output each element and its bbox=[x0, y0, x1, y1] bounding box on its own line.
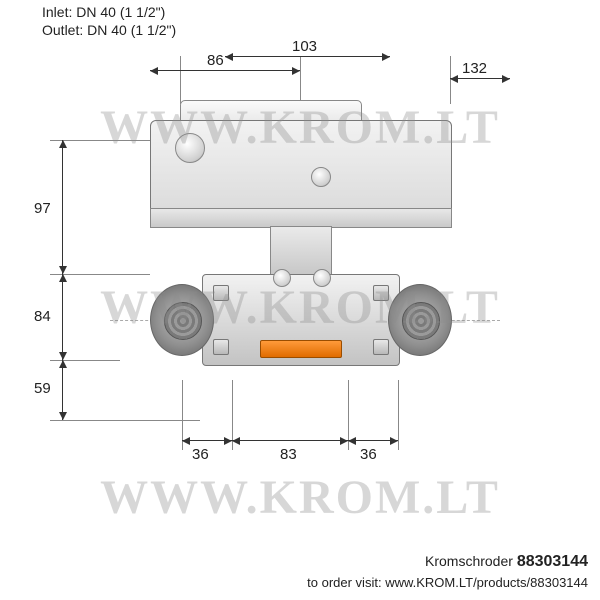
order-prefix: to order visit: bbox=[307, 575, 381, 590]
dim-left-59: 59 bbox=[32, 380, 53, 397]
dim-arrow bbox=[232, 440, 348, 441]
dim-arrow bbox=[182, 440, 232, 441]
outlet-port bbox=[388, 284, 452, 356]
spec-block: Inlet: DN 40 (1 1/2") Outlet: DN 40 (1 1… bbox=[42, 4, 176, 39]
product-drawing bbox=[120, 90, 480, 450]
dim-arrow bbox=[62, 360, 63, 420]
actuator-dial-icon bbox=[175, 133, 205, 163]
dim-left-97: 97 bbox=[32, 200, 53, 217]
thread-icon bbox=[402, 302, 440, 340]
outlet-label: Outlet: bbox=[42, 22, 83, 38]
dim-top-103: 103 bbox=[290, 38, 319, 55]
dim-top-86: 86 bbox=[205, 52, 226, 69]
part-number: 88303144 bbox=[517, 553, 588, 570]
dim-left-84: 84 bbox=[32, 308, 53, 325]
actuator-screw-icon bbox=[311, 167, 331, 187]
dim-bottom-83: 83 bbox=[278, 446, 299, 463]
watermark-text: WWW.KROM.LT bbox=[0, 470, 600, 525]
order-url: www.KROM.LT/products/88303144 bbox=[385, 575, 588, 590]
dim-top-132: 132 bbox=[460, 60, 489, 77]
test-port-icon bbox=[273, 269, 291, 287]
inlet-port bbox=[150, 284, 214, 356]
dim-arrow bbox=[150, 70, 300, 71]
inlet-value: DN 40 (1 1/2") bbox=[76, 4, 165, 20]
brand-name: Kromschroder bbox=[425, 553, 513, 569]
outlet-value: DN 40 (1 1/2") bbox=[87, 22, 176, 38]
dim-bottom-36r: 36 bbox=[358, 446, 379, 463]
dim-bottom-36l: 36 bbox=[190, 446, 211, 463]
bolt-icon bbox=[373, 339, 389, 355]
footer-brand-row: Kromschroder 88303144 bbox=[0, 551, 588, 573]
ext-line bbox=[398, 380, 399, 450]
dim-arrow bbox=[62, 140, 63, 274]
footer: Kromschroder 88303144 to order visit: ww… bbox=[0, 551, 600, 592]
spec-outlet-row: Outlet: DN 40 (1 1/2") bbox=[42, 22, 176, 40]
warning-badge-icon bbox=[260, 340, 342, 358]
dim-arrow bbox=[225, 56, 390, 57]
actuator-base-plate bbox=[150, 208, 452, 228]
bolt-icon bbox=[213, 285, 229, 301]
thread-icon bbox=[164, 302, 202, 340]
test-port-icon bbox=[313, 269, 331, 287]
bolt-icon bbox=[373, 285, 389, 301]
inlet-label: Inlet: bbox=[42, 4, 72, 20]
footer-order-row: to order visit: www.KROM.LT/products/883… bbox=[0, 574, 588, 592]
dim-arrow bbox=[62, 274, 63, 360]
bolt-icon bbox=[213, 339, 229, 355]
dim-arrow bbox=[348, 440, 398, 441]
actuator-housing bbox=[150, 120, 452, 222]
dim-arrow bbox=[450, 78, 510, 79]
spec-inlet-row: Inlet: DN 40 (1 1/2") bbox=[42, 4, 176, 22]
